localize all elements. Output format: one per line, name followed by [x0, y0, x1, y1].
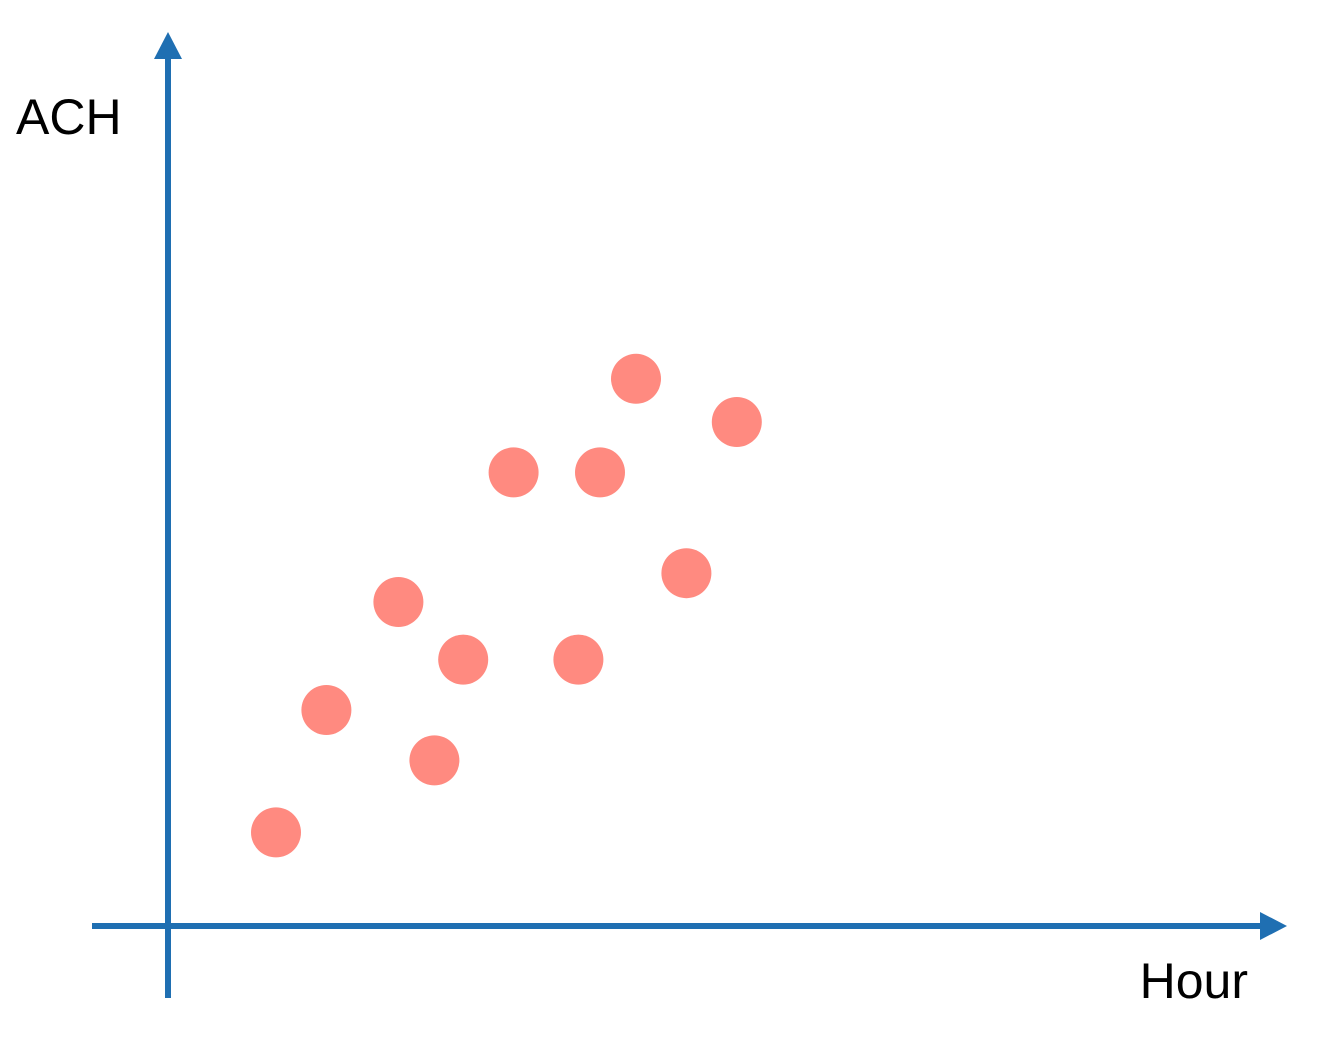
- scatter-point: [553, 634, 604, 685]
- x-axis-label: Hour: [1140, 953, 1248, 1009]
- y-axis-label: ACH: [16, 89, 122, 145]
- scatter-point: [661, 548, 712, 599]
- scatter-point: [251, 807, 301, 858]
- scatter-point: [438, 634, 489, 685]
- scatter-point: [409, 735, 460, 786]
- scatter-point: [373, 577, 424, 627]
- y-axis-arrowhead: [154, 32, 182, 59]
- scatter-point: [488, 447, 539, 498]
- scatter-point: [575, 447, 625, 498]
- x-axis-arrowhead: [1260, 912, 1287, 940]
- scatter-point: [301, 685, 352, 735]
- scatter-point: [611, 353, 661, 404]
- scatter-points: [251, 353, 762, 858]
- axes: [92, 32, 1287, 998]
- scatter-point: [711, 397, 762, 447]
